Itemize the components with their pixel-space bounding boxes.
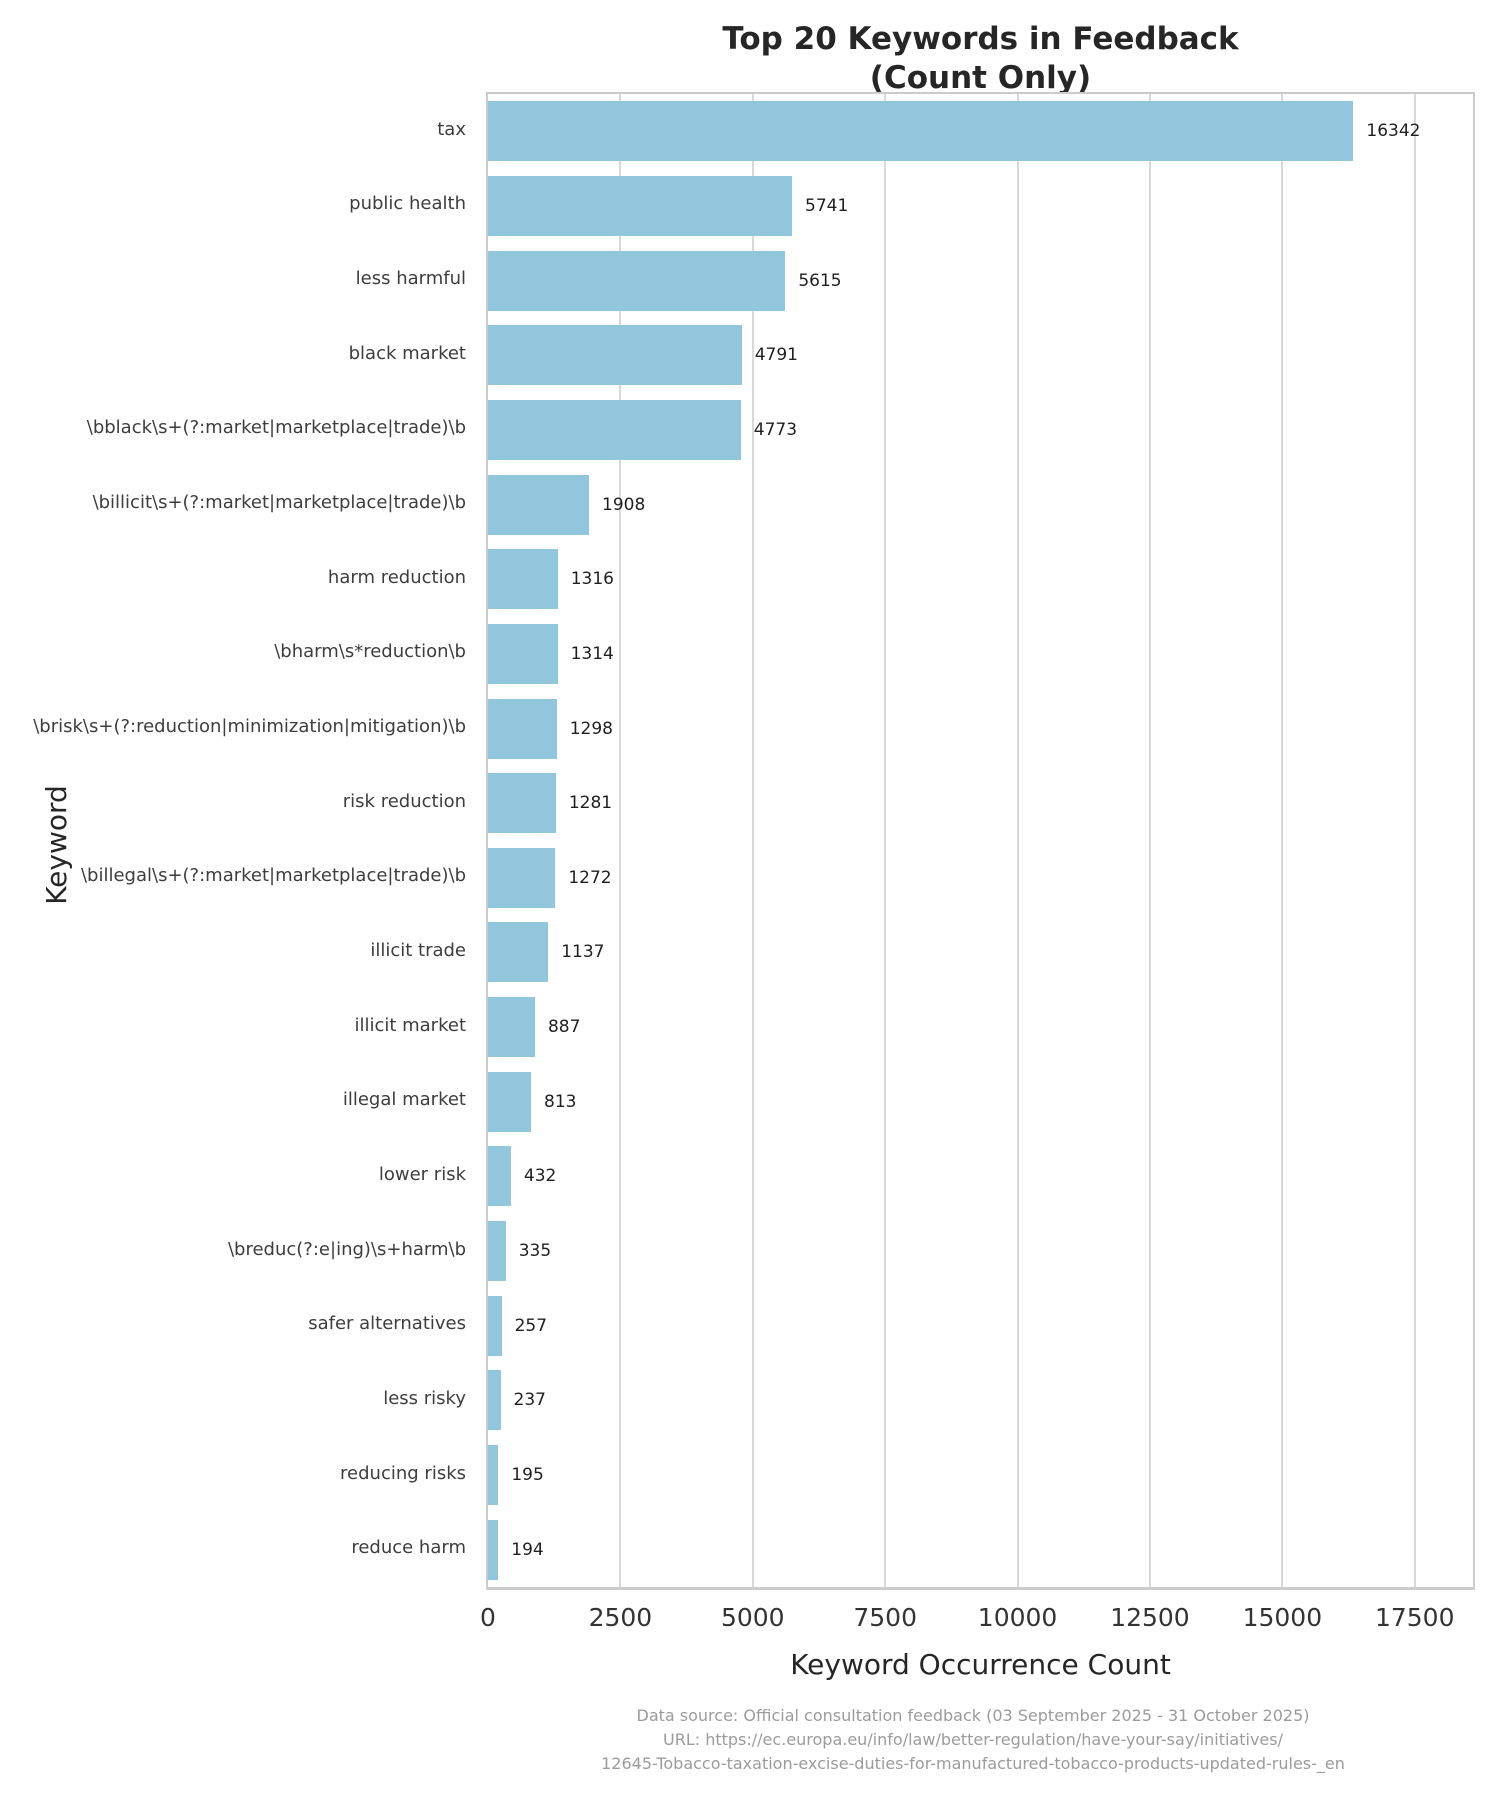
category-label: illegal market (342, 1089, 466, 1111)
value-label: 1314 (570, 643, 614, 664)
chart-title-line2: (Count Only) (869, 60, 1092, 96)
bar-illicit market (488, 997, 535, 1058)
x-tick-label: 12500 (1110, 1603, 1190, 1632)
category-label: \breduc(?:e|ing)\s+harm\b (227, 1238, 466, 1260)
category-label: harm reduction (327, 566, 466, 588)
gridline-x-5000 (751, 94, 754, 1587)
x-tick-label: 5000 (720, 1603, 785, 1632)
value-label: 237 (513, 1390, 546, 1411)
category-label: \billegal\s+(?:market|marketplace|trade)… (80, 865, 466, 887)
bar-\brisk\s+(?:reduction|minimization|mitigation)\b (488, 698, 557, 759)
bar-reducing risks (488, 1445, 499, 1506)
plot-area: 16342 5741 5615 4791 4773 1908 1316 1314 1298 128… (486, 92, 1475, 1590)
bar-\billicit\s+(?:market|marketplace|trade)\b (488, 474, 590, 535)
bar-safer alternatives (488, 1295, 502, 1356)
footer-line3: 12645-Tobacco-taxation-excise-duties-for… (601, 1754, 1345, 1773)
x-tick-label: 7500 (853, 1603, 917, 1632)
gridline-x-12500 (1148, 94, 1151, 1587)
bar-black market (488, 325, 742, 386)
x-axis-title: Keyword Occurrence Count (790, 1648, 1171, 1681)
chart-title: Top 20 Keywords in Feedback (Count Only) (486, 20, 1475, 98)
value-label: 335 (518, 1241, 552, 1262)
value-label: 16342 (1366, 121, 1421, 142)
category-label: risk reduction (342, 790, 466, 812)
gridline-x-7500 (884, 94, 887, 1587)
category-label: illicit trade (370, 939, 466, 961)
category-label: tax (437, 118, 466, 140)
value-label: 887 (547, 1017, 581, 1038)
bar-harm reduction (488, 549, 558, 610)
value-label: 194 (511, 1539, 544, 1560)
value-label: 5741 (805, 195, 849, 216)
bar-lower risk (488, 1146, 511, 1207)
x-tick-label: 17500 (1374, 1603, 1455, 1632)
bar-\bblack\s+(?:market|marketplace|trade)\b (488, 399, 741, 460)
category-labels: tax public health less harmful black market… (0, 92, 466, 1590)
bar-illicit trade (488, 922, 549, 983)
x-tick-label: 10000 (977, 1603, 1058, 1632)
value-label: 1908 (602, 494, 646, 515)
gridline-x-17500 (1413, 94, 1416, 1587)
category-label: illicit market (354, 1014, 466, 1036)
gridline-x-10000 (1016, 94, 1019, 1587)
x-tick-label: 0 (480, 1603, 496, 1632)
bar-\billegal\s+(?:market|marketplace|trade)\b (488, 847, 556, 908)
bar-less harmful (488, 250, 786, 311)
category-label: safer alternatives (308, 1313, 466, 1335)
category-label: \brisk\s+(?:reduction|minimization|mitig… (33, 716, 466, 737)
value-label: 1298 (569, 718, 613, 739)
bar-risk reduction (488, 773, 556, 834)
bar-tax (488, 101, 1354, 162)
bar-less risky (488, 1370, 501, 1431)
value-label: 5615 (798, 270, 842, 291)
footer-line2: URL: https://ec.europa.eu/info/law/bette… (662, 1730, 1283, 1749)
chart-title-line1: Top 20 Keywords in Feedback (722, 21, 1239, 57)
value-label: 1272 (568, 867, 612, 888)
category-label: \bharm\s*reduction\b (274, 641, 466, 663)
bar-\bharm\s*reduction\b (488, 623, 558, 684)
value-label: 432 (523, 1166, 557, 1187)
category-label: lower risk (378, 1163, 466, 1185)
value-label: 195 (511, 1465, 544, 1486)
category-label: reducing risks (340, 1462, 466, 1484)
bar-illegal market (488, 1071, 532, 1132)
category-label: public health (349, 193, 466, 215)
x-tick-label: 15000 (1242, 1603, 1323, 1632)
bar-\breduc(?:e|ing)\s+harm\b (488, 1221, 506, 1282)
category-label: less risky (383, 1387, 466, 1409)
x-tick-label: 2500 (588, 1603, 653, 1632)
category-label: reduce harm (351, 1537, 466, 1559)
value-label: 813 (544, 1091, 577, 1112)
value-label: 4773 (753, 419, 798, 440)
data-source-footer: Data source: Official consultation feedb… (473, 1704, 1473, 1776)
footer-line1: Data source: Official consultation feedb… (636, 1706, 1310, 1725)
x-axis-ticks: 0 2500 5000 7500 10000 12500 15000 17500 (480, 1603, 1475, 1643)
value-label: 4791 (754, 345, 798, 366)
value-label: 1137 (561, 942, 605, 963)
category-label: \billicit\s+(?:market|marketplace|trade)… (92, 492, 466, 514)
value-label: 1316 (570, 569, 614, 590)
value-label: 1281 (568, 793, 613, 814)
bar-reduce harm (488, 1519, 499, 1580)
gridline-x-2500 (619, 94, 622, 1587)
category-label: black market (348, 342, 466, 364)
category-label: \bblack\s+(?:market|marketplace|trade)\b (86, 417, 466, 439)
bar-public health (488, 175, 793, 236)
value-label: 257 (514, 1315, 548, 1336)
category-label: less harmful (355, 268, 466, 290)
gridline-x-15000 (1281, 94, 1284, 1587)
